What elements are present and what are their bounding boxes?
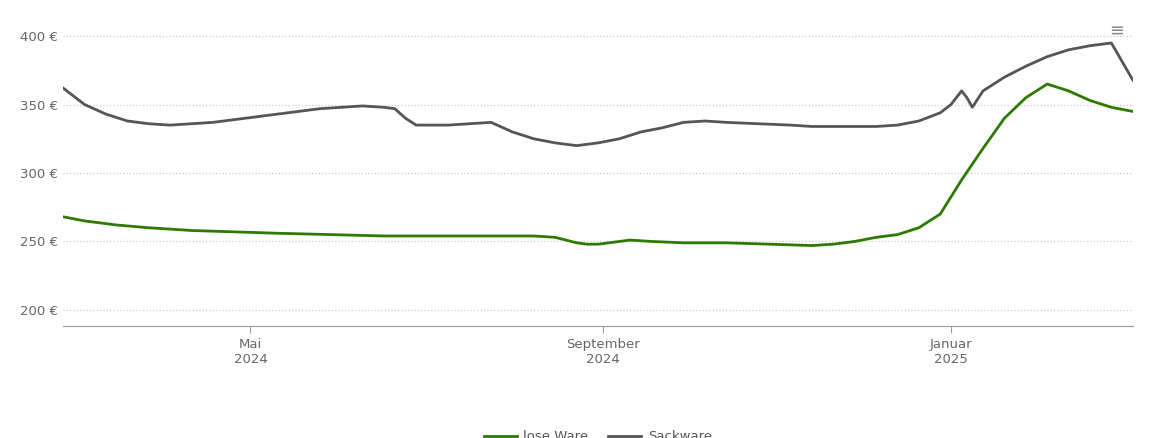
Legend: lose Ware, Sackware: lose Ware, Sackware xyxy=(478,425,718,438)
Text: ≡: ≡ xyxy=(1110,22,1125,40)
